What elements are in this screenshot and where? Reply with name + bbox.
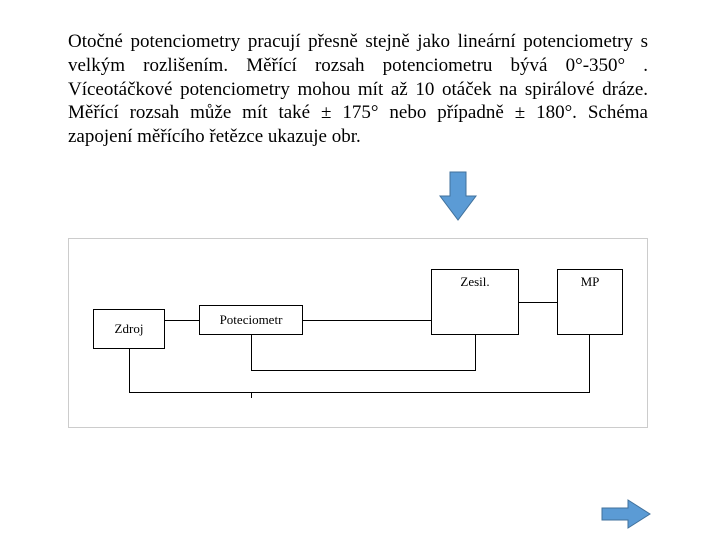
schematic-diagram: Zdroj Poteciometr Zesil. MP [68, 238, 648, 428]
arrow-right-shape [602, 500, 650, 528]
wire-8 [475, 335, 476, 371]
body-paragraph: Otočné potenciometry pracují přesně stej… [68, 30, 648, 149]
box-potentiometer: Poteciometr [199, 305, 303, 335]
box-mp-label: MP [581, 274, 600, 290]
wire-4 [129, 392, 589, 393]
wire-0 [165, 320, 199, 321]
wire-2 [519, 302, 557, 303]
wire-1 [303, 320, 431, 321]
box-potentiometer-label: Poteciometr [220, 312, 283, 328]
arrow-right-icon [600, 498, 652, 530]
wire-5 [589, 335, 590, 393]
wire-7 [251, 370, 475, 371]
arrow-down-shape [440, 172, 476, 220]
arrow-down-icon [438, 170, 478, 222]
wire-3 [129, 349, 130, 393]
box-zesil: Zesil. [431, 269, 519, 335]
wire-6 [251, 335, 252, 371]
wire-10 [251, 392, 252, 398]
box-zdroj: Zdroj [93, 309, 165, 349]
box-mp: MP [557, 269, 623, 335]
box-zesil-label: Zesil. [460, 274, 489, 290]
box-zdroj-label: Zdroj [115, 321, 144, 337]
